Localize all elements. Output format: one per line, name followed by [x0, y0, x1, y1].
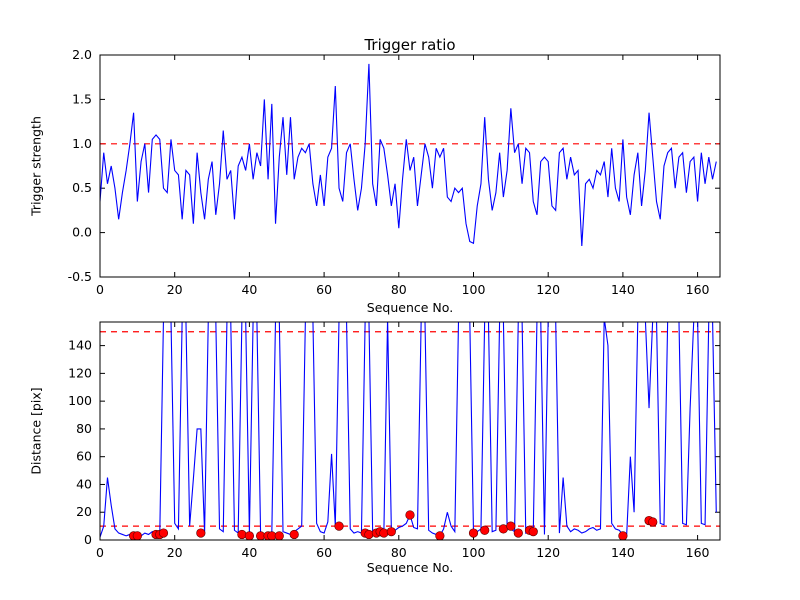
- svg-text:100: 100: [462, 545, 486, 560]
- svg-text:60: 60: [316, 282, 332, 297]
- scatter-marker: [244, 531, 254, 540]
- scatter-marker: [435, 531, 445, 540]
- svg-text:160: 160: [686, 545, 710, 560]
- top-x-axis-label: Sequence No.: [366, 300, 454, 315]
- svg-text:80: 80: [76, 421, 92, 436]
- svg-text:80: 80: [391, 282, 407, 297]
- scatter-marker: [468, 528, 479, 538]
- bottom-x-axis-label: Sequence No.: [366, 560, 454, 575]
- chart-title: Trigger ratio: [364, 36, 456, 54]
- svg-text:20: 20: [167, 545, 183, 560]
- svg-text:-0.5: -0.5: [68, 269, 92, 284]
- svg-text:140: 140: [68, 338, 92, 353]
- scatter-marker: [506, 521, 516, 531]
- svg-text:0: 0: [84, 532, 92, 547]
- svg-text:40: 40: [76, 476, 92, 491]
- scatter-marker: [274, 531, 284, 540]
- svg-text:0: 0: [96, 545, 104, 560]
- scatter-marker: [480, 525, 490, 535]
- scatter-marker: [386, 527, 396, 537]
- svg-text:0: 0: [96, 282, 104, 297]
- svg-text:100: 100: [68, 393, 92, 408]
- top-y-axis-label: Trigger strength: [28, 116, 44, 216]
- svg-text:120: 120: [536, 545, 560, 560]
- scatter-marker: [237, 529, 247, 540]
- svg-text:40: 40: [241, 282, 257, 297]
- svg-text:120: 120: [68, 365, 92, 380]
- scatter-marker: [334, 521, 344, 531]
- bottom-y-axis-label: Distance [pix]: [28, 387, 44, 475]
- svg-text:2.0: 2.0: [72, 47, 92, 62]
- svg-text:60: 60: [76, 449, 92, 464]
- scatter-marker: [513, 528, 523, 538]
- scatter-marker: [132, 531, 142, 540]
- svg-text:1.0: 1.0: [72, 136, 92, 151]
- svg-text:20: 20: [167, 282, 183, 297]
- svg-text:0.0: 0.0: [72, 225, 92, 240]
- scatter-marker: [289, 529, 299, 540]
- scatter-marker: [528, 527, 538, 537]
- scatter-marker: [379, 528, 389, 538]
- svg-text:80: 80: [391, 545, 407, 560]
- subplot-0: 0 20 40 60 80 100 120 140 160 -0.5 0.0 0.5 1.0 1.5 2.0: [68, 47, 721, 297]
- scatter-marker: [364, 529, 374, 540]
- svg-text:60: 60: [316, 545, 332, 560]
- scatter-marker: [405, 510, 415, 520]
- svg-text:140: 140: [611, 282, 635, 297]
- scatter-marker: [648, 517, 658, 527]
- svg-text:40: 40: [241, 545, 257, 560]
- svg-text:120: 120: [536, 282, 560, 297]
- svg-text:1.5: 1.5: [72, 91, 92, 106]
- subplot-1: 0 20 40 60 80 100 120 140 160 0 20 40 60 80 100 120 140: [68, 321, 721, 560]
- svg-text:160: 160: [686, 282, 710, 297]
- svg-text:0.5: 0.5: [72, 180, 92, 195]
- svg-text:20: 20: [76, 504, 92, 519]
- data-line: [100, 63, 717, 246]
- scatter-marker: [196, 528, 206, 538]
- scatter-marker: [158, 528, 169, 538]
- svg-text:140: 140: [611, 545, 635, 560]
- svg-text:100: 100: [462, 282, 486, 297]
- scatter-marker: [618, 531, 628, 540]
